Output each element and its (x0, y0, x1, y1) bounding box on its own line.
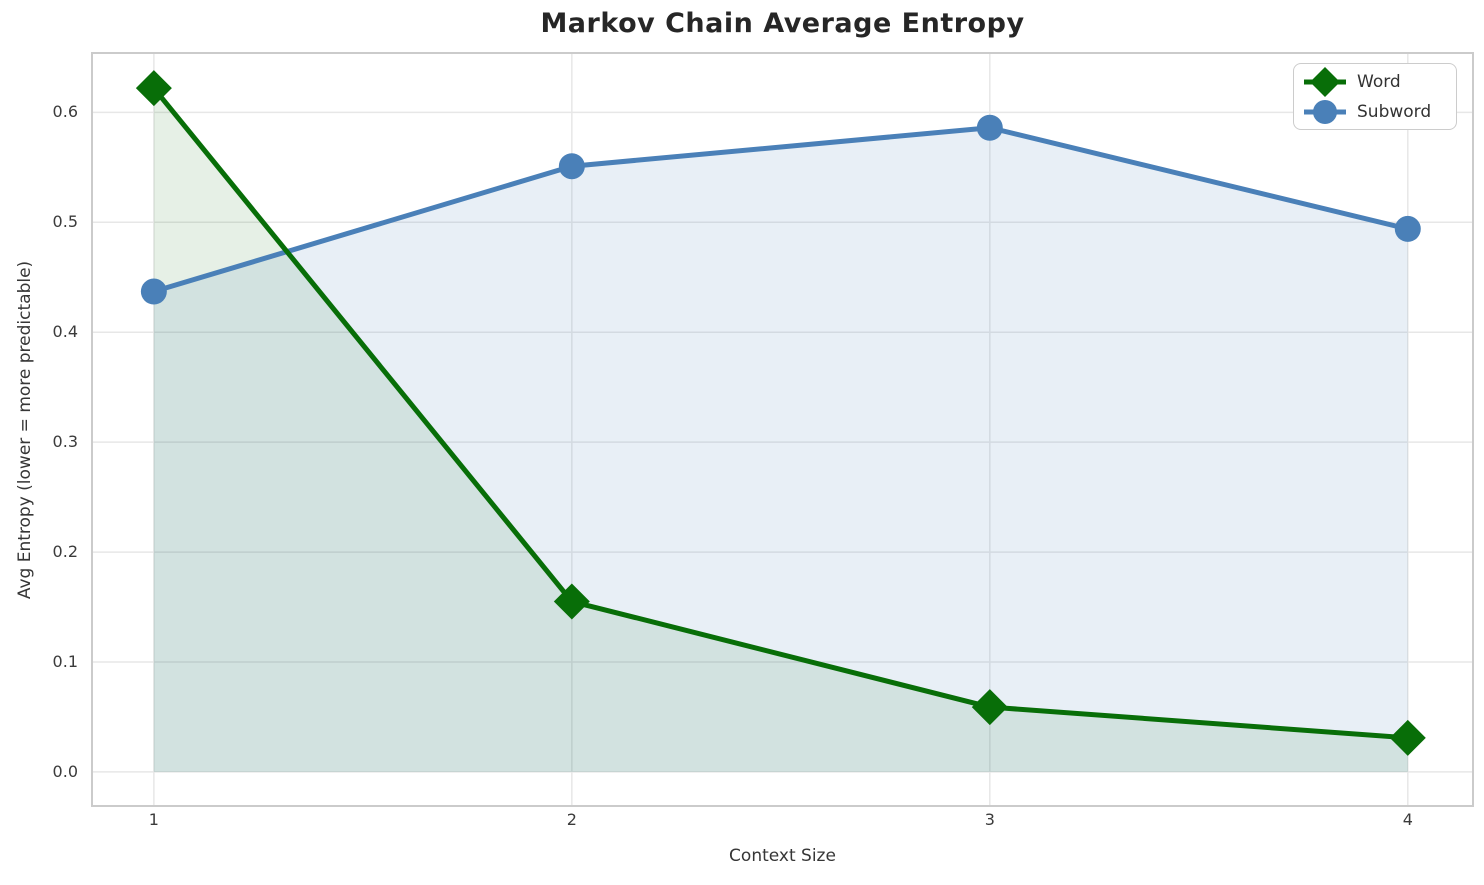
legend-item-word: Word (1302, 66, 1448, 97)
x-tick-label: 3 (984, 810, 995, 829)
legend-label-subword: Subword (1357, 101, 1432, 122)
word-series-marker (553, 583, 590, 620)
y-tick-label: 0.5 (52, 212, 78, 232)
x-axis-label: Context Size (729, 846, 836, 866)
x-tick-label: 2 (566, 810, 577, 829)
x-tick-label: 4 (1402, 810, 1413, 829)
word-series-line (151, 85, 1411, 741)
word-line-diamond-icon (1304, 66, 1346, 97)
subword-series-area (153, 127, 1408, 772)
word-series-marker (1389, 719, 1426, 756)
x-tick-label: 1 (148, 810, 159, 829)
word-series-marker (135, 70, 172, 107)
subword-line-circle-icon (1304, 99, 1346, 124)
y-tick-label: 0.1 (52, 651, 78, 671)
subword-series-marker (558, 153, 585, 180)
subword-series-marker (140, 278, 167, 305)
subword-series-marker (976, 114, 1003, 141)
y-tick-label: 0.4 (52, 322, 78, 342)
plot-border (91, 52, 1474, 807)
y-tick-label: 0.2 (52, 542, 78, 562)
legend: Word Subword (1293, 63, 1457, 130)
word-series-marker (971, 689, 1008, 726)
legend-item-subword: Subword (1302, 97, 1448, 126)
subword-series-line (151, 125, 1411, 295)
subword-series-marker (1394, 215, 1421, 242)
chart-title: Markov Chain Average Entropy (540, 8, 1025, 39)
y-tick-label: 0.3 (52, 432, 78, 452)
word-series-area (153, 88, 1408, 772)
y-tick-label: 0.0 (52, 761, 78, 781)
y-tick-label: 0.6 (52, 102, 78, 122)
legend-label-word: Word (1357, 71, 1401, 92)
